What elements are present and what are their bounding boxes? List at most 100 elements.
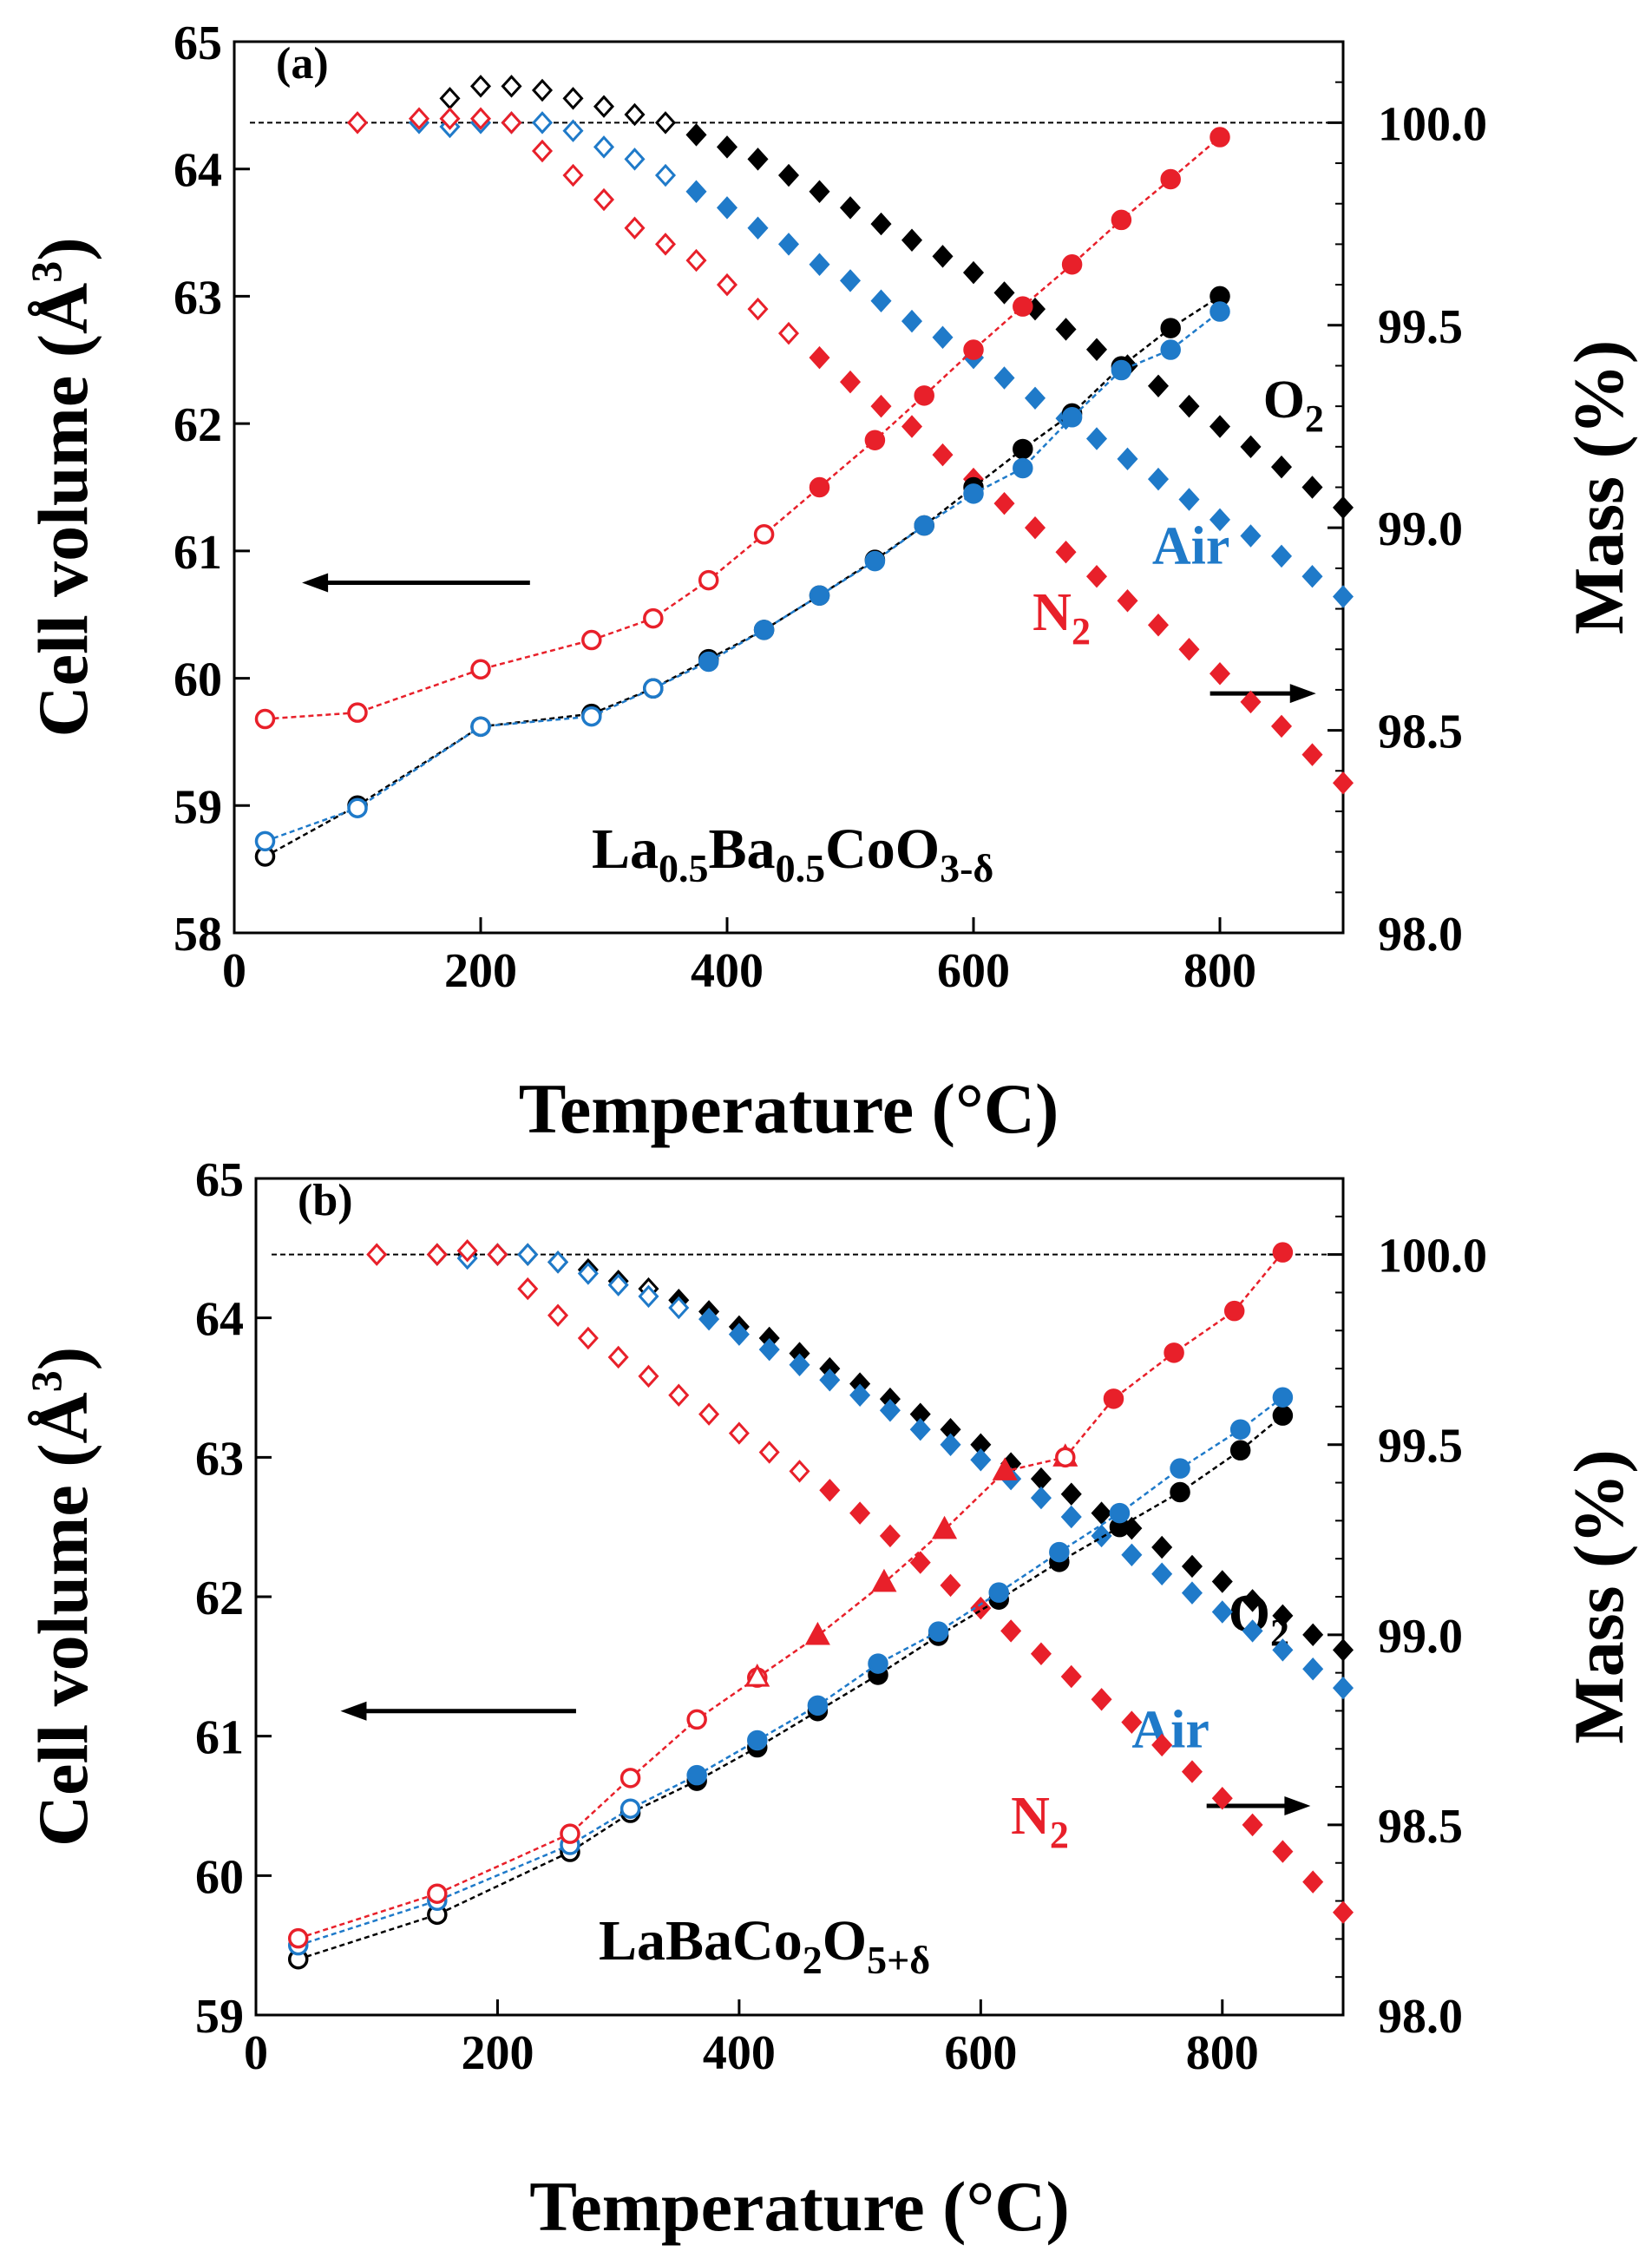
volume-point <box>347 798 368 818</box>
volume-point <box>1055 1447 1076 1468</box>
arrow-head <box>340 1701 367 1721</box>
volume-point <box>1013 457 1033 479</box>
mass-point <box>909 1417 931 1441</box>
volume-point <box>1170 1458 1190 1479</box>
mass-point <box>654 163 677 187</box>
mass-point <box>1209 662 1231 686</box>
mass-point <box>819 1369 841 1392</box>
y-right-tick-label: 99.0 <box>1378 502 1463 556</box>
panel-label: (a) <box>276 39 329 89</box>
mass-point <box>932 325 954 350</box>
volume-line <box>298 1677 758 1940</box>
mass-point <box>607 1273 629 1296</box>
mass-point <box>1240 690 1262 714</box>
volume-point <box>1210 127 1230 148</box>
volume-point <box>1061 254 1083 275</box>
y-right-tick-label: 98.0 <box>1378 1990 1463 2044</box>
mass-point <box>685 248 707 272</box>
volume-point <box>963 339 984 360</box>
volume-point <box>804 1621 830 1645</box>
y-right-tick-label: 100.0 <box>1378 1230 1487 1283</box>
mass-point <box>1270 714 1293 738</box>
volume-point <box>470 716 491 738</box>
volume-point <box>1049 1541 1070 1563</box>
x-tick-label: 600 <box>944 2026 1017 2080</box>
mass-point <box>809 345 830 370</box>
volume-point <box>753 620 775 640</box>
volume-series-air <box>287 1387 1294 1956</box>
mass-point <box>1091 1688 1112 1711</box>
mass-point <box>1332 1676 1354 1700</box>
mass-point <box>668 1383 690 1407</box>
mass-point <box>531 139 554 163</box>
mass-point <box>1055 318 1077 341</box>
y-right-axis-label: Mass (%) <box>1559 1449 1638 1743</box>
mass-point <box>698 1307 720 1331</box>
mass-point <box>1211 1570 1233 1593</box>
mass-point <box>970 1448 992 1472</box>
mass-point <box>685 123 707 147</box>
mass-point <box>562 87 584 110</box>
mass-point <box>593 95 615 118</box>
compound-label: La0.5Ba0.5CoO3-δ <box>592 817 993 890</box>
mass-point <box>993 491 1015 515</box>
mass-point <box>577 1326 599 1350</box>
x-tick-label: 0 <box>244 2026 268 2080</box>
mass-point <box>1240 524 1262 548</box>
volume-series-n2 <box>744 1443 1078 1687</box>
mass-point <box>1178 394 1200 418</box>
volume-point <box>1223 1300 1245 1322</box>
mass-point <box>1181 1554 1203 1579</box>
volume-point <box>686 1764 707 1786</box>
volume-point <box>928 1621 949 1642</box>
mass-point <box>517 1243 539 1266</box>
volume-point <box>747 1730 768 1751</box>
y-left-tick-label: 63 <box>174 271 222 325</box>
y-left-tick-label: 64 <box>174 144 222 198</box>
arrow-head <box>1284 1796 1311 1815</box>
mass-point <box>1147 467 1170 491</box>
y-left-tick-label: 58 <box>174 908 222 962</box>
mass-point <box>870 212 892 236</box>
mass-point <box>531 78 554 102</box>
volume-series-air <box>254 301 1230 852</box>
mass-point <box>962 260 985 285</box>
y-left-tick-label: 60 <box>174 653 222 707</box>
mass-point <box>487 1243 508 1266</box>
mass-point <box>439 87 461 110</box>
volume-line <box>757 1456 1066 1679</box>
volume-point <box>1272 1242 1294 1263</box>
volume-point <box>620 1798 641 1819</box>
series-label-n: N2 <box>1011 1787 1069 1856</box>
mass-point <box>593 135 615 159</box>
mass-point <box>839 269 862 292</box>
mass-point <box>668 1296 690 1320</box>
mass-point <box>698 1402 720 1426</box>
x-tick-label: 800 <box>1183 944 1256 998</box>
y-left-tick-label: 65 <box>195 1153 244 1207</box>
mass-point <box>1301 564 1323 588</box>
volume-point <box>753 524 775 545</box>
mass-point <box>654 111 677 135</box>
series-label-o: O2 <box>1263 371 1324 440</box>
plot-frame <box>254 1177 1345 2017</box>
arrow-head <box>1289 684 1316 704</box>
volume-point <box>254 708 276 730</box>
mass-point <box>517 1277 539 1301</box>
volume-point <box>744 1664 770 1687</box>
volume-point <box>1103 1388 1124 1409</box>
series-label-air: Air <box>1131 1701 1210 1760</box>
mass-point <box>501 75 522 98</box>
volume-point <box>1111 209 1132 231</box>
mass-point <box>593 187 615 212</box>
mass-point <box>1211 1600 1233 1624</box>
volume-point <box>470 659 491 680</box>
volume-point <box>871 1568 897 1592</box>
volume-point <box>1210 301 1230 322</box>
volume-point <box>1109 1502 1131 1524</box>
volume-point <box>1160 339 1181 360</box>
y-left-tick-label: 59 <box>174 780 222 834</box>
mass-point <box>654 233 677 256</box>
mass-point <box>716 135 738 159</box>
volume-point <box>686 1709 707 1730</box>
